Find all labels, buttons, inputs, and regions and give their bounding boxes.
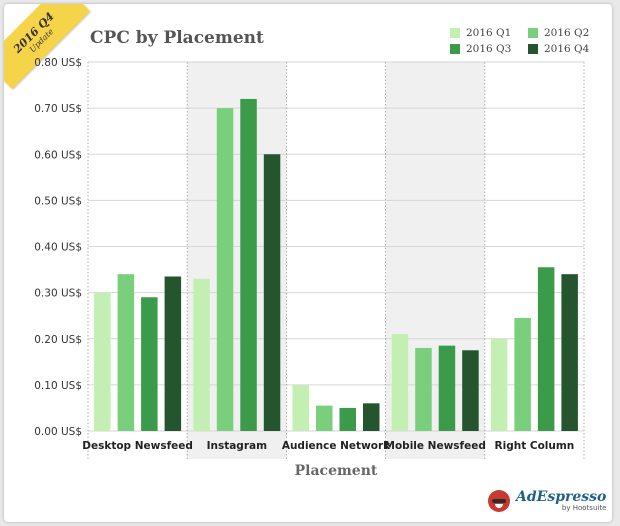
- legend-item-q1: 2016 Q1: [450, 26, 528, 40]
- adespresso-logo: AdEspresso by Hootsuite: [488, 490, 606, 512]
- bar-1-4: [490, 338, 508, 431]
- bar-3-1: [240, 98, 257, 432]
- bar-1-1: [193, 278, 210, 431]
- bar-1-3: [391, 334, 409, 431]
- y-tick-label: 0.30 US$: [34, 288, 82, 300]
- y-tick-label: 0.80 US$: [34, 57, 82, 69]
- y-tick-label: 0.40 US$: [34, 242, 82, 254]
- x-tick-label: Instagram: [207, 440, 268, 452]
- y-tick-label: 0.50 US$: [34, 195, 82, 207]
- chart-title: CPC by Placement: [90, 28, 264, 48]
- bar-2-0: [117, 274, 135, 431]
- bar-4-0: [164, 276, 182, 431]
- bar-4-2: [363, 403, 380, 431]
- x-tick-label: Audience Network: [282, 440, 391, 452]
- bar-1-2: [292, 384, 309, 431]
- chart-legend: 2016 Q1 2016 Q2 2016 Q3 2016 Q4: [450, 26, 600, 56]
- bar-chart: 0.00 US$ 0.10 US$ 0.20 US$ 0.30 US$ 0.40 US$…: [34, 57, 585, 479]
- legend-item-q4: 2016 Q4: [528, 42, 606, 56]
- legend-label-q4: 2016 Q4: [544, 43, 590, 55]
- legend-swatch-q4: [528, 44, 538, 54]
- bar-2-1: [216, 108, 234, 431]
- logo-brand: AdEspresso: [516, 489, 607, 505]
- legend-item-q3: 2016 Q3: [450, 42, 528, 56]
- bar-1-0: [94, 292, 111, 431]
- bar-4-1: [263, 154, 281, 431]
- bar-4-3: [462, 350, 479, 431]
- legend-swatch-q2: [528, 28, 538, 38]
- bar-2-4: [514, 317, 531, 431]
- legend-item-q2: 2016 Q2: [528, 26, 606, 40]
- x-tick-label: Desktop Newsfeed: [82, 440, 193, 452]
- x-axis-title: Placement: [295, 463, 378, 479]
- legend-label-q2: 2016 Q2: [544, 27, 590, 39]
- bar-3-2: [339, 407, 356, 431]
- bar-2-2: [316, 405, 333, 431]
- bar-3-4: [537, 267, 555, 431]
- legend-swatch-q3: [450, 44, 460, 54]
- bar-3-3: [438, 345, 456, 431]
- bar-3-0: [141, 297, 158, 431]
- legend-label-q1: 2016 Q1: [466, 27, 512, 39]
- bar-4-4: [561, 274, 578, 431]
- x-tick-label: Mobile Newsfeed: [385, 440, 486, 452]
- y-tick-label: 0.00 US$: [34, 426, 82, 438]
- y-tick-label: 0.60 US$: [34, 149, 82, 161]
- legend-label-q3: 2016 Q3: [466, 43, 512, 55]
- chart-card: 2016 Q4 Update CPC by Placement 2016 Q1 …: [4, 4, 612, 522]
- logo-byline: by Hootsuite: [561, 504, 607, 512]
- y-tick-label: 0.20 US$: [34, 334, 82, 346]
- y-tick-label: 0.70 US$: [34, 103, 82, 115]
- bar-2-3: [415, 347, 432, 431]
- y-tick-label: 0.10 US$: [34, 380, 82, 392]
- mascot-icon: [488, 490, 510, 512]
- legend-swatch-q1: [450, 28, 460, 38]
- x-tick-label: Right Column: [495, 440, 575, 452]
